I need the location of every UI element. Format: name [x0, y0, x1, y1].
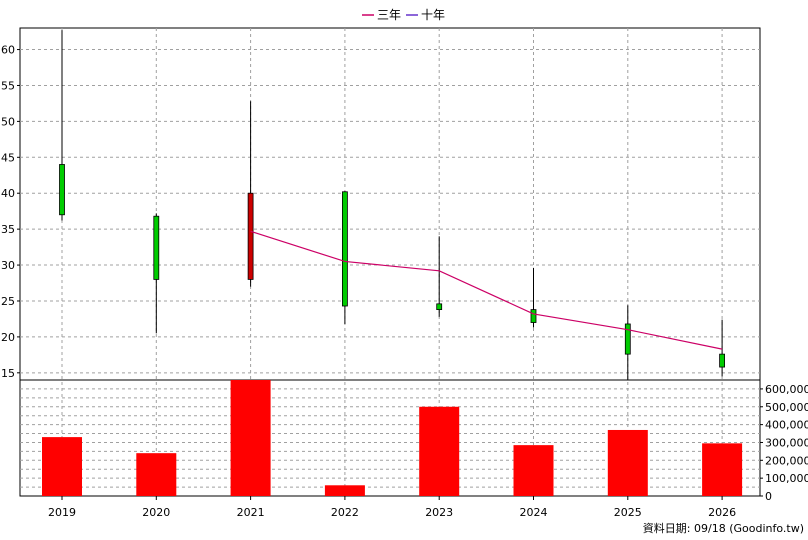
volume-bar	[419, 406, 460, 496]
price-tick-label: 40	[1, 187, 15, 200]
three-year-line	[250, 230, 723, 350]
footer-date: 資料日期: 09/18 (Goodinfo.tw)	[643, 521, 804, 535]
price-tick-label: 30	[1, 259, 15, 272]
price-tick-label: 55	[1, 79, 15, 92]
volume-tick-label: 200,000	[765, 454, 808, 467]
x-tick-label: 2025	[614, 506, 642, 519]
volume-bars	[42, 380, 743, 496]
volume-bar	[702, 443, 743, 496]
x-tick-label: 2024	[520, 506, 548, 519]
price-tick-label: 35	[1, 223, 15, 236]
x-tick-label: 2022	[331, 506, 359, 519]
three-year-line-path	[250, 230, 723, 350]
x-tick-label: 2021	[237, 506, 265, 519]
x-axis: 2019 2020 2021 2022 2023 2024 2025 2026	[48, 496, 736, 519]
volume-bar	[324, 485, 365, 496]
candle-body	[719, 353, 725, 368]
price-tick-label: 15	[1, 367, 15, 380]
price-tick-label: 20	[1, 331, 15, 344]
volume-bar	[136, 453, 177, 496]
price-tick-label: 60	[1, 44, 15, 57]
candle-body	[247, 192, 254, 280]
candle-body	[341, 191, 348, 307]
volume-bar	[607, 429, 648, 496]
candle-body	[59, 164, 65, 216]
volume-tick-label: 100,000	[765, 472, 808, 485]
x-tick-label: 2023	[425, 506, 453, 519]
volume-bar	[513, 445, 554, 496]
legend-label-three-year: 三年	[377, 8, 401, 22]
candle-body	[624, 323, 631, 355]
volume-tick-label: 300,000	[765, 436, 808, 449]
volume-y-axis: 0 100,000 200,000 300,000 400,000 500,000 600,…	[760, 383, 808, 503]
candle-body	[153, 215, 160, 280]
candle-body	[436, 303, 443, 310]
x-tick-label: 2020	[142, 506, 170, 519]
price-panel	[19, 27, 761, 381]
volume-bar	[42, 437, 82, 496]
price-tick-label: 45	[1, 151, 15, 164]
volume-tick-label: 0	[765, 490, 772, 503]
candle-body	[530, 309, 537, 323]
legend: 三年 十年	[362, 8, 445, 22]
volume-tick-label: 500,000	[765, 401, 808, 414]
x-tick-label: 2026	[708, 506, 736, 519]
price-y-axis: 15 20 25 30 35 40 45 50 55 60	[1, 44, 20, 380]
price-tick-label: 25	[1, 295, 15, 308]
volume-bar	[230, 380, 271, 496]
volume-tick-label: 600,000	[765, 383, 808, 396]
price-tick-label: 50	[1, 115, 15, 128]
x-tick-label: 2019	[48, 506, 76, 519]
legend-label-ten-year: 十年	[421, 8, 445, 22]
candles	[59, 30, 725, 380]
volume-tick-label: 400,000	[765, 419, 808, 432]
